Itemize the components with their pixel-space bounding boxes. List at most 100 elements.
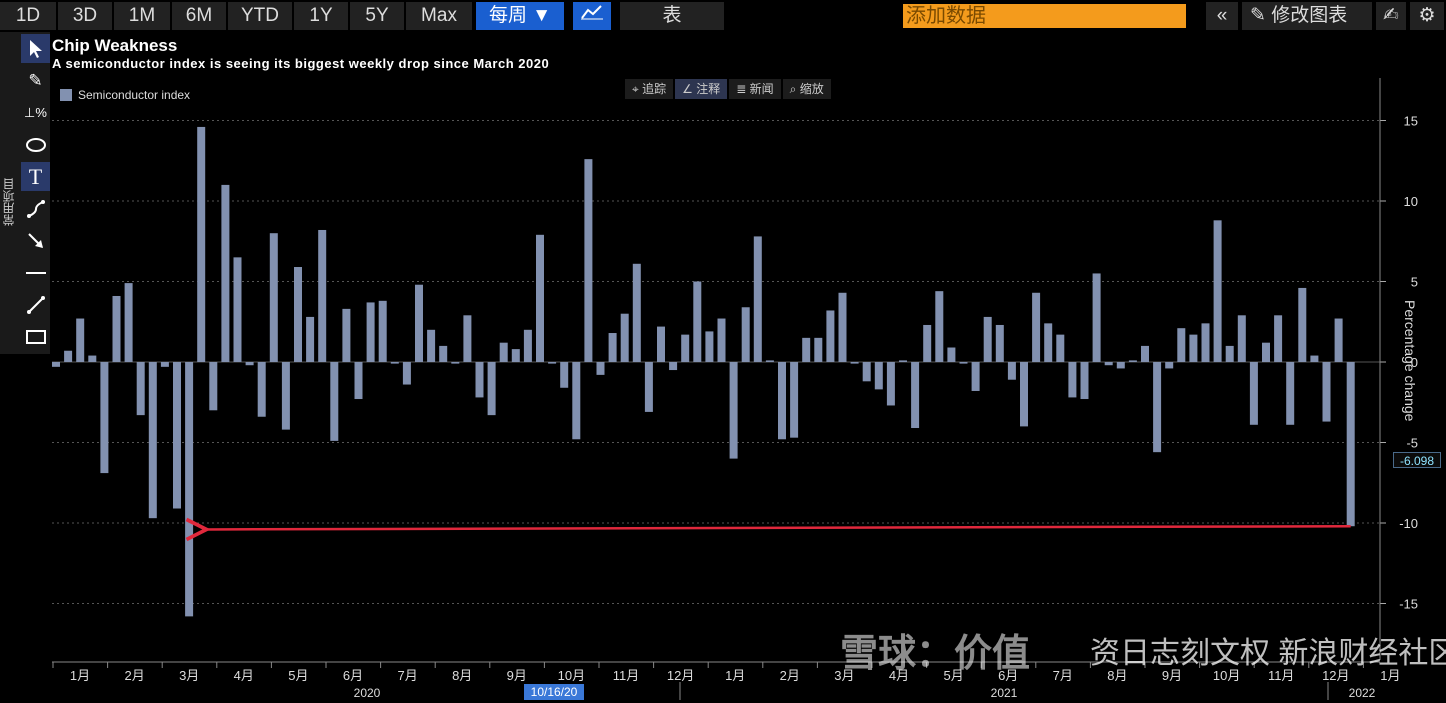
range-button-1d[interactable]: 1D <box>0 2 56 30</box>
bar <box>1068 362 1077 398</box>
bar <box>862 362 871 382</box>
arrow-pointer-icon[interactable] <box>21 34 50 63</box>
curve-icon[interactable] <box>21 194 50 223</box>
add-data-input[interactable]: 添加数据 <box>903 4 1186 28</box>
bar <box>463 315 472 362</box>
bar <box>88 355 97 362</box>
bar <box>1189 334 1198 362</box>
bar <box>608 333 617 362</box>
bar <box>112 295 121 362</box>
x-tick-label: 3月 <box>179 668 199 683</box>
table-button[interactable]: 表 <box>620 2 724 30</box>
bar <box>427 329 436 362</box>
y-axis-label: Percentage change <box>1402 300 1418 422</box>
chart-subtitle: A semiconductor index is seeing its bigg… <box>52 56 550 71</box>
range-button-ytd[interactable]: YTD <box>228 2 292 30</box>
bar <box>596 362 605 375</box>
ellipse-icon[interactable] <box>21 130 50 159</box>
bar <box>160 362 169 367</box>
range-button-3d[interactable]: 3D <box>58 2 112 30</box>
bar <box>572 362 581 440</box>
tracking-button[interactable]: ⌖ 追踪 <box>625 79 674 99</box>
horizontal-line-icon[interactable] <box>21 258 50 287</box>
chart-tools-bar: ⌖ 追踪 ∠ 注释 ≣ 新闻 ⌕ 缩放 <box>625 79 833 99</box>
bar <box>995 324 1004 362</box>
bar <box>1225 345 1234 362</box>
legend-swatch <box>60 89 72 101</box>
annotation-label: 注释 <box>696 82 721 96</box>
percent-measure-icon[interactable]: ⊥% <box>24 104 47 120</box>
bar <box>1007 362 1016 380</box>
bar <box>148 362 157 519</box>
toolbar-label: 常用项目 <box>2 178 16 226</box>
bar <box>1092 273 1101 362</box>
bar <box>451 362 460 364</box>
bar <box>1032 292 1041 362</box>
bar <box>390 362 399 364</box>
settings-button[interactable]: ⚙ <box>1410 2 1444 30</box>
edit-icon: ✍ <box>1383 5 1399 26</box>
zoom-button[interactable]: ⌕ 缩放 <box>782 79 831 99</box>
bar <box>548 362 557 364</box>
bar <box>1322 362 1331 422</box>
top-toolbar: 1D 3D 1M 6M YTD 1Y 5Y Max 每周 ▼ 表 添加数据 « … <box>0 0 1446 32</box>
bar <box>269 233 278 362</box>
bar <box>971 362 980 391</box>
bar <box>1334 318 1343 362</box>
range-button-1y[interactable]: 1Y <box>294 2 348 30</box>
range-button-5y[interactable]: 5Y <box>350 2 404 30</box>
bar <box>233 257 242 362</box>
bar <box>826 310 835 362</box>
text-icon[interactable]: T <box>21 162 50 191</box>
pen-icon[interactable]: ✎ <box>28 70 43 90</box>
bar <box>209 362 218 411</box>
y-tick-label: 10 <box>1404 194 1418 209</box>
line-chart-button[interactable] <box>573 2 611 30</box>
edit-button[interactable]: ✍ <box>1376 2 1406 30</box>
x-tick-label: 6月 <box>343 668 363 683</box>
x-year-label: 2022 <box>1349 686 1376 700</box>
news-button[interactable]: ≣ 新闻 <box>729 79 781 99</box>
last-value-tag: -6.098 <box>1393 452 1441 468</box>
bar <box>100 362 109 474</box>
x-year-label: 2020 <box>354 686 381 700</box>
rectangle-icon[interactable] <box>21 322 50 351</box>
bar <box>1310 355 1319 362</box>
x-tick-label: 1月 <box>70 668 90 683</box>
bar <box>487 362 496 416</box>
y-tick-label: -15 <box>1399 597 1418 612</box>
bar <box>76 318 85 362</box>
crosshair-icon: ⌖ <box>632 82 643 96</box>
bar <box>439 345 448 362</box>
x-tick-label: 2月 <box>124 668 144 683</box>
bar <box>1274 315 1283 362</box>
range-button-max[interactable]: Max <box>406 2 472 30</box>
bar <box>790 362 799 438</box>
bar <box>584 159 593 362</box>
bar <box>1116 362 1125 369</box>
arrow-icon[interactable] <box>21 226 50 255</box>
bar <box>1237 315 1246 362</box>
bar <box>802 337 811 362</box>
range-button-1m[interactable]: 1M <box>114 2 170 30</box>
range-button-6m[interactable]: 6M <box>172 2 226 30</box>
bar <box>342 308 351 362</box>
bar <box>644 362 653 412</box>
bar <box>850 362 859 364</box>
bar <box>923 324 932 362</box>
frequency-dropdown[interactable]: 每周 ▼ <box>476 2 564 30</box>
bar <box>693 281 702 362</box>
bar <box>294 267 302 362</box>
line-icon[interactable] <box>21 290 50 319</box>
bar <box>1346 362 1355 527</box>
bar <box>935 291 944 362</box>
chart-title: Chip Weakness <box>52 36 178 55</box>
annotation-button[interactable]: ∠ 注释 <box>675 79 728 99</box>
bar <box>741 307 750 362</box>
edit-chart-label: 修改图表 <box>1271 5 1348 26</box>
watermark-2: 资日志刻文权 新浪财经社区 <box>1090 637 1446 670</box>
collapse-button[interactable]: « <box>1206 2 1238 30</box>
bar <box>173 362 181 509</box>
bar <box>366 302 375 362</box>
edit-chart-button[interactable]: ✎ 修改图表 <box>1242 2 1372 30</box>
